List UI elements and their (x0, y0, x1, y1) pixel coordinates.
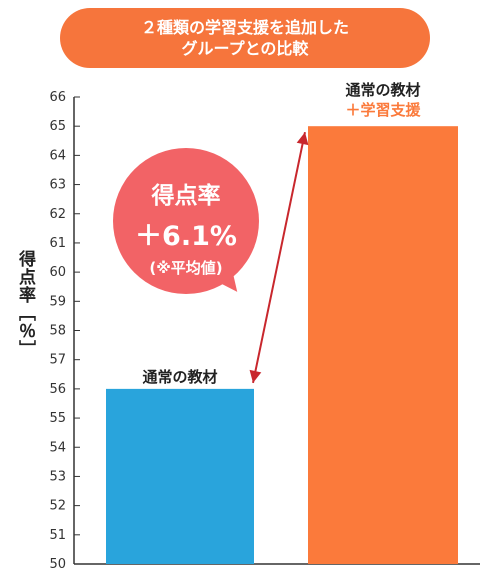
bar-label-support: 通常の教材 ＋学習支援 (308, 80, 458, 120)
y-axis-label: 得点率［％］ (15, 250, 35, 358)
callout-bubble: 得点率 ＋6.1% (※平均値) (113, 148, 259, 294)
y-tick-label: 63 (49, 178, 66, 193)
y-tick-label: 55 (49, 411, 66, 426)
chart-title: ２種類の学習支援を追加した グループとの比較 (60, 8, 430, 68)
y-tick-label: 66 (49, 90, 66, 105)
y-tick-label: 51 (49, 528, 66, 543)
y-tick-label: 64 (49, 148, 66, 163)
arrow-head-bottom (249, 369, 262, 383)
y-tick-label: 61 (49, 236, 66, 251)
bar-support (308, 126, 458, 564)
y-tick-label: 62 (49, 207, 66, 222)
chart-title-line2: グループとの比較 (181, 39, 309, 58)
arrow-head-top (296, 132, 309, 146)
y-tick-label: 59 (49, 294, 66, 309)
y-tick-label: 60 (49, 265, 66, 280)
bar-label-support-line1: 通常の教材 (345, 81, 421, 99)
difference-arrow (249, 131, 309, 384)
y-tick-label: 57 (49, 353, 66, 368)
bar-label-standard: 通常の教材 (106, 366, 254, 387)
callout-line2: ＋6.1% (135, 221, 237, 252)
y-axis: 50 51 52 53 54 55 56 57 58 59 60 61 62 63 64 65 66 (49, 90, 480, 572)
callout-line3: (※平均値) (149, 259, 223, 277)
bar-label-support-line2: ＋学習支援 (345, 101, 421, 119)
chart-title-line1: ２種類の学習支援を追加した (140, 18, 349, 37)
y-tick-label: 65 (49, 119, 66, 134)
y-tick-label: 58 (49, 324, 66, 339)
y-tick-label: 50 (49, 557, 66, 572)
arrow-line (252, 131, 306, 384)
y-tick-label: 56 (49, 382, 66, 397)
y-tick-label: 54 (49, 440, 66, 455)
y-tick-label: 52 (49, 499, 66, 514)
callout-line1: 得点率 (151, 183, 221, 209)
bar-standard (106, 388, 254, 564)
y-tick-label: 53 (49, 469, 66, 484)
bar-label-standard-line1: 通常の教材 (142, 368, 218, 386)
bars (106, 126, 458, 564)
